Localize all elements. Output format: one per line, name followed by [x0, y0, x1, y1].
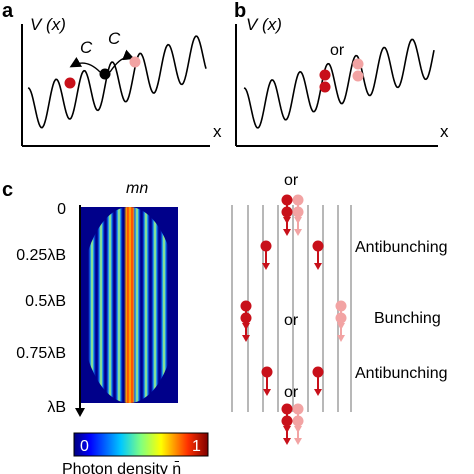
bunching-label: Bunching — [374, 310, 441, 327]
panel-b-particle-dark-2 — [319, 81, 331, 93]
panel-b-xlabel: x — [440, 122, 449, 141]
panel-a-hop-arrow-right — [109, 49, 135, 73]
particle-bunch-light-2 — [335, 312, 347, 342]
y-tick-label: λB — [47, 399, 66, 416]
panel-b-or-label: or — [330, 42, 345, 59]
heatmap-stripe — [106, 207, 114, 403]
or-label-top: or — [284, 172, 299, 189]
panel-b: b V (x) x or — [234, 0, 449, 147]
y-tick-label: 0 — [57, 201, 66, 218]
lattice-lines — [231, 205, 352, 412]
heatmap-stripes — [88, 207, 168, 403]
particle-top-light-2 — [292, 206, 304, 236]
heatmap-stripe — [160, 207, 168, 403]
panel-a-hop-arrow-left — [69, 56, 101, 73]
heatmap-stripe — [97, 207, 105, 403]
panel-c: c mn 0 0.25λB 0.5λB 0.75λB λB 0 1 Photon den… — [2, 172, 448, 474]
colorbar — [73, 432, 209, 457]
particle-bottom-dark-2 — [281, 415, 293, 445]
panel-c-y-axis-arrowhead — [75, 408, 85, 417]
particle-bunch-dark-2 — [240, 312, 252, 342]
panel-a-ylabel: V (x) — [30, 15, 66, 34]
heatmap-stripe — [128, 207, 136, 403]
heatmap-stripe — [88, 207, 96, 403]
panel-a-potential-curve — [27, 35, 207, 129]
or-label-middle: or — [284, 312, 299, 329]
or-label-bottom: or — [284, 384, 299, 401]
panel-a-hop-label-left: C — [80, 38, 93, 57]
particle-antibunch2-dark — [261, 366, 273, 396]
panel-a-particle-black — [99, 68, 111, 80]
panel-b-particle-light-2 — [352, 70, 364, 82]
heatmap-stripe — [133, 207, 141, 403]
panel-c-letter: c — [2, 179, 13, 201]
colorbar-title: Photon density n̄ — [62, 461, 181, 474]
panel-a-xlabel: x — [213, 122, 222, 141]
panel-c-y-ticks: 0 0.25λB 0.5λB 0.75λB λB — [16, 201, 66, 416]
panel-a: a V (x) x C C — [2, 0, 222, 147]
panel-b-ylabel: V (x) — [246, 15, 282, 34]
panel-a-particle-light — [129, 56, 141, 68]
panel-a-letter: a — [2, 0, 14, 22]
colorbar-min-label: 0 — [80, 438, 89, 455]
panel-c-title: mn — [126, 180, 148, 197]
antibunching-label-top: Antibunching — [355, 239, 448, 256]
panel-b-particle-light-1 — [352, 58, 364, 70]
panel-a-hop-label-right: C — [108, 29, 121, 48]
y-tick-label: 0.25λB — [16, 247, 66, 264]
heatmap-stripe — [115, 207, 123, 403]
particle-top-dark-2 — [281, 206, 293, 236]
particle-bottom-light-2 — [292, 415, 304, 445]
particle-antibunch-dark-2 — [312, 240, 324, 270]
y-tick-label: 0.75λB — [16, 345, 66, 362]
antibunching-label-bottom: Antibunching — [355, 365, 448, 382]
heatmap-stripe — [142, 207, 150, 403]
heatmap-stripe — [151, 207, 159, 403]
y-tick-label: 0.5λB — [25, 293, 66, 310]
particle-antibunch2-dark-2 — [312, 366, 324, 396]
panel-b-particle-dark-1 — [319, 69, 331, 81]
particle-antibunch-dark — [260, 240, 272, 270]
panel-b-potential-curve — [243, 38, 435, 129]
panel-a-particle-dark — [64, 77, 76, 89]
particle-configurations — [240, 194, 347, 445]
panel-b-letter: b — [234, 0, 246, 22]
colorbar-max-label: 1 — [192, 438, 201, 455]
